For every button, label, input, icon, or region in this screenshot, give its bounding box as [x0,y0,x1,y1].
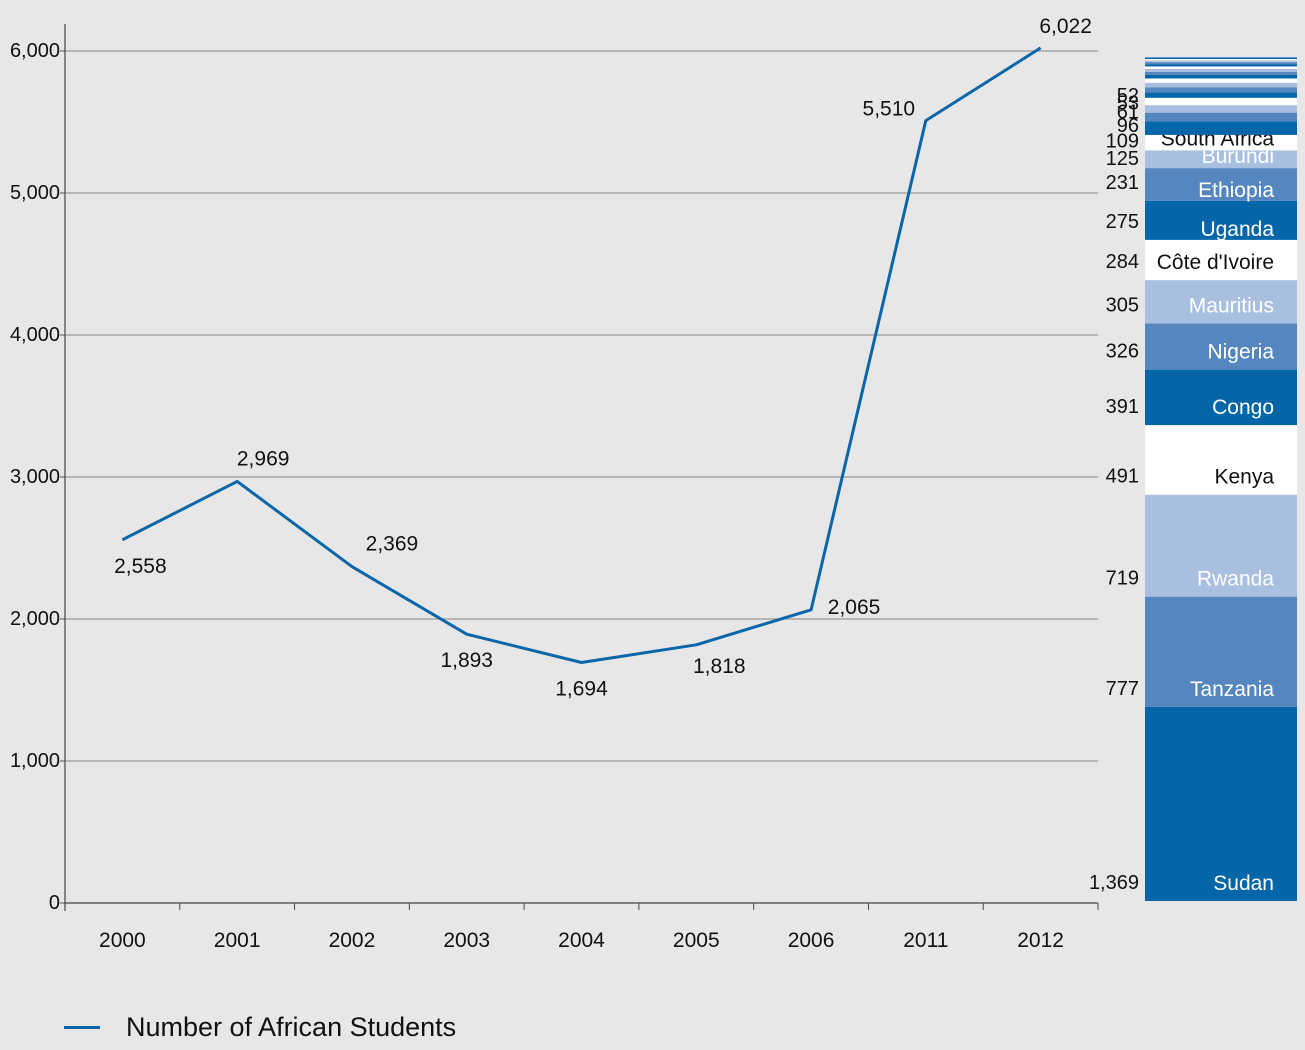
stack-segment [1145,59,1297,61]
stack-segment [1145,280,1297,324]
stack-segment [1145,78,1297,83]
stack-segment [1145,66,1297,69]
y-tick-label: 5,000 [10,182,60,204]
stack-segment [1145,596,1297,707]
stack-segment [1145,74,1297,79]
x-tick-label: 2000 [99,929,146,952]
stack-segment [1145,239,1297,281]
x-axis-ticks: 2000 2001 2002 2003 2004 2005 2006 2011 2012 [64,903,1099,952]
data-label: 2,969 [237,447,290,470]
legend: Number of African Students [64,1012,456,1043]
segment-value-label: 96 [1117,115,1139,137]
data-label: 5,510 [863,98,916,121]
x-tick-label: 2012 [1017,929,1064,952]
segment-value-label: 305 [1106,294,1139,316]
stack-segment [1145,68,1297,72]
segment-value-label: 109 [1106,130,1139,152]
stack-segment [1145,168,1297,201]
stack-segment [1145,71,1297,75]
stack-segment [1145,62,1297,65]
x-tick-label: 2002 [329,929,376,952]
segment-value-label: 719 [1106,568,1139,590]
x-tick-label: 2006 [788,929,835,952]
line-series [121,46,1042,664]
segment-value-label: 391 [1106,396,1139,418]
segment-label: Côte d'Ivoire [1157,251,1274,274]
stack-segment [1145,97,1297,106]
y-tick-label: 6,000 [10,40,60,62]
x-tick-label: 2005 [673,929,720,952]
segment-value-label: 231 [1106,172,1139,194]
segment-label: Sudan [1213,872,1274,895]
segment-label: Nigeria [1207,341,1274,364]
data-label: 1,694 [555,677,608,700]
axes [64,24,1098,911]
y-tick-label: 1,000 [10,750,60,772]
segment-label: Uganda [1200,218,1274,241]
y-tick-label: 0 [49,892,60,914]
stack-segment [1145,369,1297,426]
stack-segment [1145,87,1297,93]
series-line [121,46,1042,664]
segment-value-label: 53 [1117,93,1139,115]
segment-label: Congo [1212,396,1274,419]
stacked-country-bar: Sudan 1,369 Tanzania 777 Rwanda 719 Kenya 491 Co… [1089,56,1297,901]
segment-label: Tanzania [1190,678,1274,701]
segment-label: Mauritius [1189,294,1274,317]
segment-value-label: 52 [1117,85,1139,107]
stack-segment [1145,64,1297,67]
y-axis-ticks: 0 1,000 2,000 3,000 4,000 5,000 6,000 [10,40,65,914]
stack-segment [1145,706,1297,901]
data-label: 1,818 [693,655,746,678]
data-label: 1,893 [440,649,493,672]
stack-segment [1145,57,1297,60]
segment-value-label: 284 [1106,251,1139,273]
y-tick-label: 4,000 [10,324,60,346]
y-tick-label: 2,000 [10,608,60,630]
x-tick-label: 2011 [903,929,948,952]
stack-segment [1145,323,1297,370]
segment-label: Kenya [1214,466,1274,489]
segment-label: Burundi [1202,145,1274,168]
segment-value-label: 777 [1106,678,1139,700]
stack-segment [1145,92,1297,98]
x-tick-label: 2003 [443,929,490,952]
y-tick-label: 3,000 [10,466,60,488]
data-label: 2,558 [114,555,167,578]
stack-segment [1145,82,1297,88]
stack-segment [1145,150,1297,169]
stack-segment [1145,56,1297,58]
stack-segment [1145,57,1297,58]
segment-value-label: 125 [1106,148,1139,170]
gridlines [65,50,1098,762]
stack-segment [1145,134,1297,151]
x-tick-label: 2001 [214,929,261,952]
data-label: 6,022 [1039,15,1092,38]
legend-swatch [64,1026,100,1029]
segment-value-label: 1,369 [1089,872,1139,894]
segment-value-label: 326 [1106,341,1139,363]
stack-segment [1145,112,1297,122]
data-label: 2,065 [828,596,881,619]
segment-label: Ethiopia [1198,179,1274,202]
stack-segment [1145,105,1297,113]
stack-segment [1145,494,1297,597]
x-tick-label: 2004 [558,929,605,952]
stack-segment [1145,121,1297,135]
stack-segment [1145,425,1297,495]
segment-value-label: 275 [1106,211,1139,233]
data-labels: 2,558 2,969 2,369 1,893 1,694 1,818 2,065 5,510… [114,15,1092,701]
stack-segment [1145,60,1297,63]
segment-value-label: 61 [1117,101,1139,123]
segment-label: Rwanda [1197,568,1274,591]
stack-segment [1145,56,1297,57]
legend-label: Number of African Students [126,1012,457,1042]
stack-segment [1145,200,1297,240]
data-label: 2,369 [366,533,419,556]
segment-value-label: 491 [1106,466,1139,488]
